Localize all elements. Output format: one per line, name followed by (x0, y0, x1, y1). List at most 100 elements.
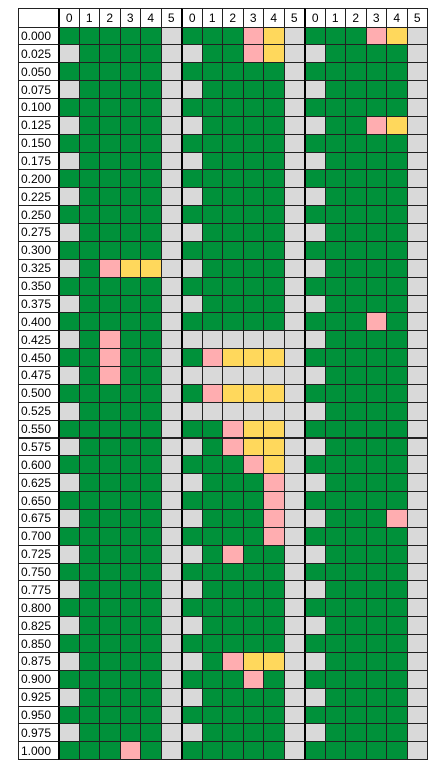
cell (365, 562, 387, 582)
row-label: 1.000 (18, 741, 59, 761)
cell (222, 80, 244, 99)
cell (201, 240, 223, 260)
cell (304, 62, 326, 82)
cell (263, 669, 285, 689)
cell (345, 97, 367, 117)
cell (283, 741, 305, 761)
cell (324, 294, 346, 314)
cell (99, 741, 121, 761)
row-label: 0.800 (18, 598, 59, 618)
cell (324, 544, 346, 564)
cell (242, 223, 264, 242)
cell (324, 598, 346, 618)
cell (406, 455, 428, 475)
cell (78, 80, 100, 99)
cell (181, 455, 203, 475)
cell (222, 240, 244, 260)
cell (201, 294, 223, 314)
cell (345, 348, 367, 368)
cell (99, 473, 121, 493)
cell (78, 240, 100, 260)
cell (58, 651, 80, 671)
cell (222, 187, 244, 207)
cell (58, 562, 80, 582)
cell (386, 705, 408, 725)
cell (222, 634, 244, 653)
cell (406, 151, 428, 171)
row-label: 0.025 (18, 44, 59, 64)
cell (345, 508, 367, 528)
cell (406, 330, 428, 350)
cell (140, 669, 162, 689)
cell (99, 437, 121, 457)
cell (181, 544, 203, 564)
cell (201, 223, 223, 242)
cell (58, 151, 80, 171)
cell (345, 687, 367, 707)
cell (365, 97, 387, 117)
cell (160, 383, 182, 403)
cell (304, 419, 326, 439)
cell (58, 473, 80, 493)
row-label: 0.500 (18, 383, 59, 403)
cell (242, 687, 264, 707)
cell (58, 598, 80, 618)
cell (242, 240, 264, 260)
cell (304, 80, 326, 99)
cell (263, 80, 285, 99)
cell (263, 205, 285, 225)
cell (160, 580, 182, 600)
cell (345, 44, 367, 64)
cell (140, 455, 162, 475)
cell (78, 366, 100, 385)
cell (283, 705, 305, 725)
cell (386, 366, 408, 385)
cell (58, 705, 80, 725)
cell (140, 491, 162, 510)
cell (386, 151, 408, 171)
row-label: 0.450 (18, 348, 59, 368)
cell (181, 294, 203, 314)
cell (222, 401, 244, 421)
cell (406, 276, 428, 296)
cell (58, 97, 80, 117)
cell (99, 187, 121, 207)
row-label: 0.850 (18, 634, 59, 653)
row-label: 0.625 (18, 473, 59, 493)
cell (345, 258, 367, 278)
cell (78, 419, 100, 439)
cell (304, 44, 326, 64)
cell (58, 526, 80, 546)
cell (78, 669, 100, 689)
cell (242, 26, 264, 46)
column-header: 0 (58, 8, 80, 28)
cell (140, 80, 162, 99)
cell (386, 651, 408, 671)
cell (386, 616, 408, 636)
cell (345, 562, 367, 582)
column-header: 4 (140, 8, 162, 28)
cell (283, 616, 305, 636)
cell (140, 169, 162, 189)
cell (58, 455, 80, 475)
cell (263, 187, 285, 207)
cell (99, 223, 121, 242)
cell (345, 151, 367, 171)
cell (406, 187, 428, 207)
column-header: 4 (263, 8, 285, 28)
cell (222, 598, 244, 618)
cell (283, 26, 305, 46)
cell (58, 401, 80, 421)
cell (386, 401, 408, 421)
row-label: 0.400 (18, 312, 59, 332)
cell (283, 401, 305, 421)
cell (181, 580, 203, 600)
cell (242, 133, 264, 153)
cell (201, 437, 223, 457)
cell (365, 62, 387, 82)
cell (406, 705, 428, 725)
cell (181, 723, 203, 743)
cell (365, 723, 387, 743)
cell (386, 491, 408, 510)
cell (201, 115, 223, 135)
